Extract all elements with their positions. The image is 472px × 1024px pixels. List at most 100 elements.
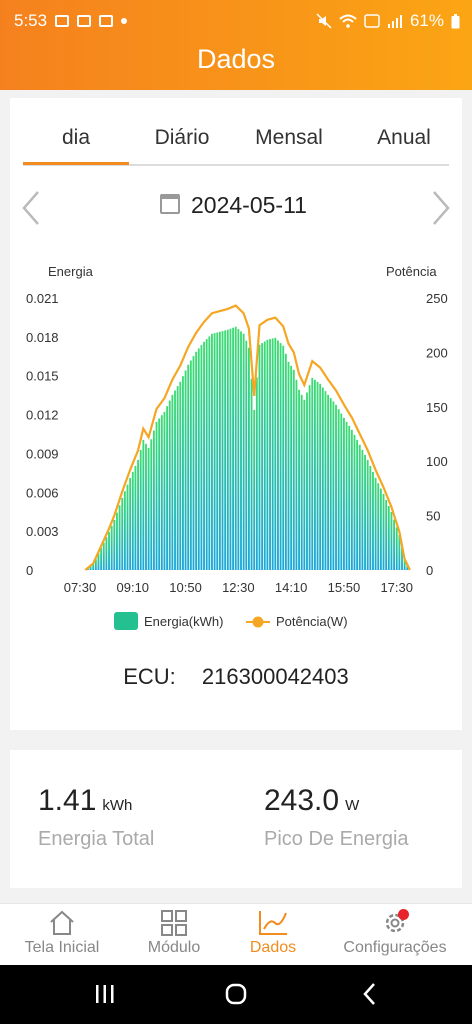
ecu-info: ECU: 216300042403 — [10, 664, 462, 690]
next-date-icon[interactable] — [428, 190, 452, 226]
summary-card: 1.41 kWh Energia Total 243.0 W Pico De Ene… — [10, 750, 462, 888]
right-tick-label: 250 — [426, 291, 448, 306]
energy-bar — [255, 377, 258, 570]
energy-bar — [118, 505, 121, 570]
status-bar: 5:53 61% — [0, 0, 472, 42]
energy-bar — [324, 391, 327, 570]
bottom-navigation: Tela Inicial Módulo Dados Configurações — [0, 903, 472, 965]
energy-bar — [387, 505, 390, 570]
energy-bar — [195, 351, 198, 570]
previous-date-icon[interactable] — [20, 190, 44, 226]
energy-bar — [226, 329, 229, 570]
calendar-icon[interactable] — [160, 194, 180, 214]
energy-bar — [208, 336, 211, 570]
more-notifications-icon — [121, 18, 128, 24]
left-tick-label: 0.021 — [26, 291, 59, 306]
energy-bar — [366, 459, 369, 570]
energy-bar — [253, 409, 256, 570]
energy-bar — [311, 377, 314, 570]
energy-bar — [158, 418, 161, 570]
wifi-icon — [339, 14, 357, 28]
nav-data-label: Dados — [249, 939, 297, 956]
x-tick-label: 07:30 — [64, 580, 97, 595]
energy-bar — [337, 409, 340, 570]
peak-power-unit: W — [345, 797, 360, 814]
energy-bar — [200, 345, 203, 570]
energy-bar — [205, 339, 208, 570]
x-tick-label: 09:10 — [117, 580, 150, 595]
energy-bar — [306, 392, 308, 570]
energy-bar — [187, 364, 190, 570]
energy-bar — [126, 484, 129, 570]
energy-bar — [348, 425, 351, 570]
nav-settings[interactable]: Configurações — [340, 910, 450, 957]
energy-bar — [139, 449, 142, 570]
ecu-label: ECU: — [123, 664, 176, 689]
back-button-icon[interactable] — [362, 982, 376, 1006]
nav-settings-label: Configurações — [343, 939, 447, 956]
energy-bar — [176, 386, 179, 570]
energy-bar — [316, 381, 319, 570]
energy-bar — [203, 341, 205, 570]
energy-bar — [134, 465, 137, 570]
left-tick-label: 0.003 — [26, 524, 59, 539]
period-tabs: dia Diário Mensal Anual — [23, 122, 449, 166]
energy-bar — [150, 439, 153, 570]
nav-home-label: Tela Inicial — [24, 939, 100, 956]
energy-bar — [129, 477, 132, 570]
energy-bar — [197, 348, 200, 570]
tab-diario[interactable]: Diário — [154, 126, 210, 149]
energy-bar — [89, 565, 92, 570]
energy-bar — [308, 385, 311, 570]
total-energy-stat: 1.41 kWh Energia Total — [38, 784, 154, 851]
energy-bar — [398, 534, 401, 570]
energy-bar — [282, 345, 285, 570]
energy-bar — [216, 332, 219, 570]
energy-bar — [345, 421, 348, 570]
tab-anual[interactable]: Anual — [377, 126, 431, 149]
energy-bar — [406, 564, 409, 570]
tab-mensal[interactable]: Mensal — [255, 126, 323, 149]
energy-bar — [160, 415, 163, 570]
energy-bar — [171, 394, 174, 570]
signal-icon — [387, 15, 402, 28]
energy-bar — [213, 333, 216, 570]
energy-bar — [327, 394, 330, 570]
battery-icon — [451, 13, 460, 28]
energy-bar — [137, 459, 139, 570]
home-icon — [50, 910, 74, 935]
nav-data[interactable]: Dados — [240, 910, 306, 957]
energy-bar — [287, 361, 290, 570]
energy-bar — [340, 413, 343, 570]
left-tick-label: 0 — [26, 563, 33, 578]
energy-bar — [319, 383, 322, 570]
mute-icon — [316, 13, 332, 29]
energy-bar — [292, 369, 295, 570]
energy-bar — [110, 525, 113, 570]
left-tick-label: 0.018 — [26, 330, 59, 345]
x-tick-label: 14:10 — [275, 580, 308, 595]
energy-bar — [266, 339, 269, 570]
energy-bar — [152, 430, 155, 570]
nav-home[interactable]: Tela Inicial — [14, 910, 110, 957]
recent-apps-icon[interactable] — [94, 984, 116, 1004]
right-axis-title: Potência — [386, 264, 437, 279]
energy-bar — [335, 404, 337, 570]
energy-bar — [403, 559, 406, 570]
energy-bar — [329, 398, 332, 570]
energy-bar — [97, 553, 100, 570]
energy-bar — [179, 381, 182, 570]
energy-bar — [240, 331, 242, 570]
energy-bar — [401, 547, 403, 570]
selected-date[interactable]: 2024-05-11 — [191, 192, 307, 218]
home-button-icon[interactable] — [225, 983, 247, 1005]
energy-bar — [353, 434, 356, 570]
energy-bar — [102, 542, 105, 570]
energy-bar — [382, 493, 385, 570]
nav-module[interactable]: Módulo — [138, 910, 210, 957]
tab-dia[interactable]: dia — [61, 126, 91, 149]
chart-icon — [259, 911, 287, 935]
energy-bar — [163, 411, 166, 570]
x-tick-label: 12:30 — [222, 580, 255, 595]
left-tick-label: 0.015 — [26, 369, 59, 384]
